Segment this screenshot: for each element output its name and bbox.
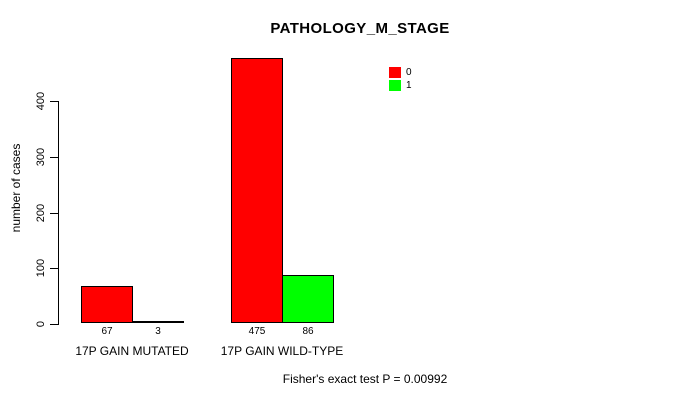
chart-title: PATHOLOGY_M_STAGE — [270, 20, 450, 37]
y-tick-label: 100 — [35, 258, 47, 278]
bar-17p-gain-mutated-series-1 — [132, 321, 184, 323]
category-label: 17P GAIN MUTATED — [75, 344, 189, 358]
bar-value-label: 67 — [101, 326, 113, 337]
bar-value-label: 3 — [155, 326, 161, 337]
y-tick-mark — [50, 157, 59, 158]
y-tick-label: 200 — [35, 203, 47, 223]
legend-label: 1 — [406, 79, 412, 91]
bar-17p-gain-wild-type-series-1 — [282, 275, 334, 323]
bar-value-label: 86 — [302, 326, 314, 337]
y-tick-label: 300 — [35, 147, 47, 167]
y-tick-mark — [50, 268, 59, 269]
bar-17p-gain-wild-type-series-0 — [231, 58, 283, 323]
y-tick-label: 400 — [35, 91, 47, 111]
y-tick-label: 0 — [35, 320, 47, 328]
y-tick-mark — [50, 101, 59, 102]
y-tick-mark — [50, 324, 59, 325]
legend-item-1: 1 — [389, 79, 412, 91]
legend-item-0: 0 — [389, 66, 412, 78]
category-label: 17P GAIN WILD-TYPE — [220, 344, 344, 358]
bar-value-label: 475 — [248, 326, 266, 337]
legend-swatch-icon — [389, 79, 401, 91]
legend-swatch-icon — [389, 66, 401, 78]
bar-17p-gain-mutated-series-0 — [81, 286, 133, 323]
y-tick-mark — [50, 213, 59, 214]
legend-label: 0 — [406, 66, 412, 78]
footnote-fisher-test: Fisher's exact test P = 0.00992 — [282, 372, 448, 386]
